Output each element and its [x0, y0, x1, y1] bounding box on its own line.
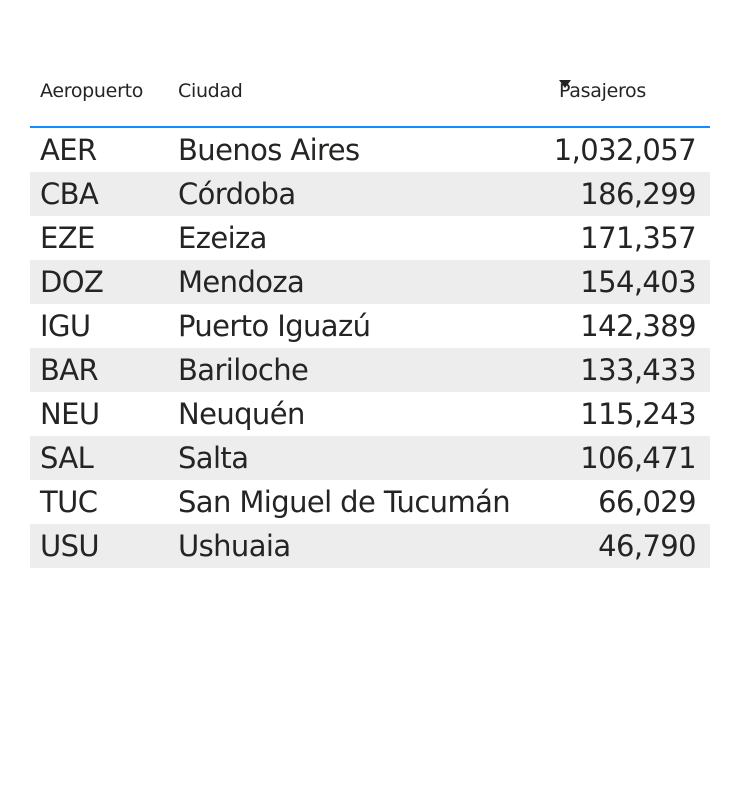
cell-aeropuerto: NEU — [40, 397, 100, 431]
table-row[interactable]: AER Buenos Aires 1,032,057 — [30, 128, 710, 172]
cell-ciudad: Salta — [178, 441, 249, 475]
airport-passengers-table: Aeropuerto Ciudad Pasajeros AER Buenos Ai… — [30, 70, 710, 568]
table-row[interactable]: BAR Bariloche 133,433 — [30, 348, 710, 392]
cell-pasajeros: 46,790 — [598, 529, 696, 563]
cell-pasajeros: 66,029 — [598, 485, 696, 519]
column-header-aeropuerto[interactable]: Aeropuerto — [40, 80, 144, 102]
table-row[interactable]: CBA Córdoba 186,299 — [30, 172, 710, 216]
cell-ciudad: Ushuaia — [178, 529, 291, 563]
cell-ciudad: Puerto Iguazú — [178, 309, 371, 343]
cell-pasajeros: 142,389 — [580, 309, 696, 343]
table-row[interactable]: TUC San Miguel de Tucumán 66,029 — [30, 480, 710, 524]
cell-aeropuerto: USU — [40, 529, 100, 563]
sort-descending-icon[interactable] — [559, 80, 571, 88]
cell-pasajeros: 115,243 — [580, 397, 696, 431]
cell-aeropuerto: EZE — [40, 221, 95, 255]
cell-aeropuerto: DOZ — [40, 265, 104, 299]
cell-pasajeros: 106,471 — [580, 441, 696, 475]
cell-aeropuerto: SAL — [40, 441, 94, 475]
cell-pasajeros: 186,299 — [580, 177, 696, 211]
cell-aeropuerto: AER — [40, 133, 97, 167]
cell-pasajeros: 171,357 — [580, 221, 696, 255]
cell-ciudad: San Miguel de Tucumán — [178, 485, 511, 519]
table-row[interactable]: SAL Salta 106,471 — [30, 436, 710, 480]
cell-aeropuerto: BAR — [40, 353, 99, 387]
table-body: AER Buenos Aires 1,032,057 CBA Córdoba 186,29… — [30, 128, 710, 568]
cell-pasajeros: 154,403 — [580, 265, 696, 299]
cell-aeropuerto: IGU — [40, 309, 91, 343]
cell-aeropuerto: TUC — [40, 485, 98, 519]
cell-ciudad: Neuquén — [178, 397, 305, 431]
table-header: Aeropuerto Ciudad Pasajeros — [30, 70, 710, 128]
column-header-pasajeros[interactable]: Pasajeros — [559, 80, 646, 102]
cell-ciudad: Bariloche — [178, 353, 309, 387]
table-row[interactable]: DOZ Mendoza 154,403 — [30, 260, 710, 304]
table-row[interactable]: EZE Ezeiza 171,357 — [30, 216, 710, 260]
cell-aeropuerto: CBA — [40, 177, 99, 211]
table-row[interactable]: USU Ushuaia 46,790 — [30, 524, 710, 568]
table-row[interactable]: IGU Puerto Iguazú 142,389 — [30, 304, 710, 348]
cell-pasajeros: 1,032,057 — [553, 133, 697, 167]
cell-pasajeros: 133,433 — [580, 353, 696, 387]
cell-ciudad: Mendoza — [178, 265, 305, 299]
cell-ciudad: Buenos Aires — [178, 133, 360, 167]
column-header-ciudad[interactable]: Ciudad — [178, 80, 243, 102]
cell-ciudad: Ezeiza — [178, 221, 267, 255]
table-row[interactable]: NEU Neuquén 115,243 — [30, 392, 710, 436]
cell-ciudad: Córdoba — [178, 177, 296, 211]
